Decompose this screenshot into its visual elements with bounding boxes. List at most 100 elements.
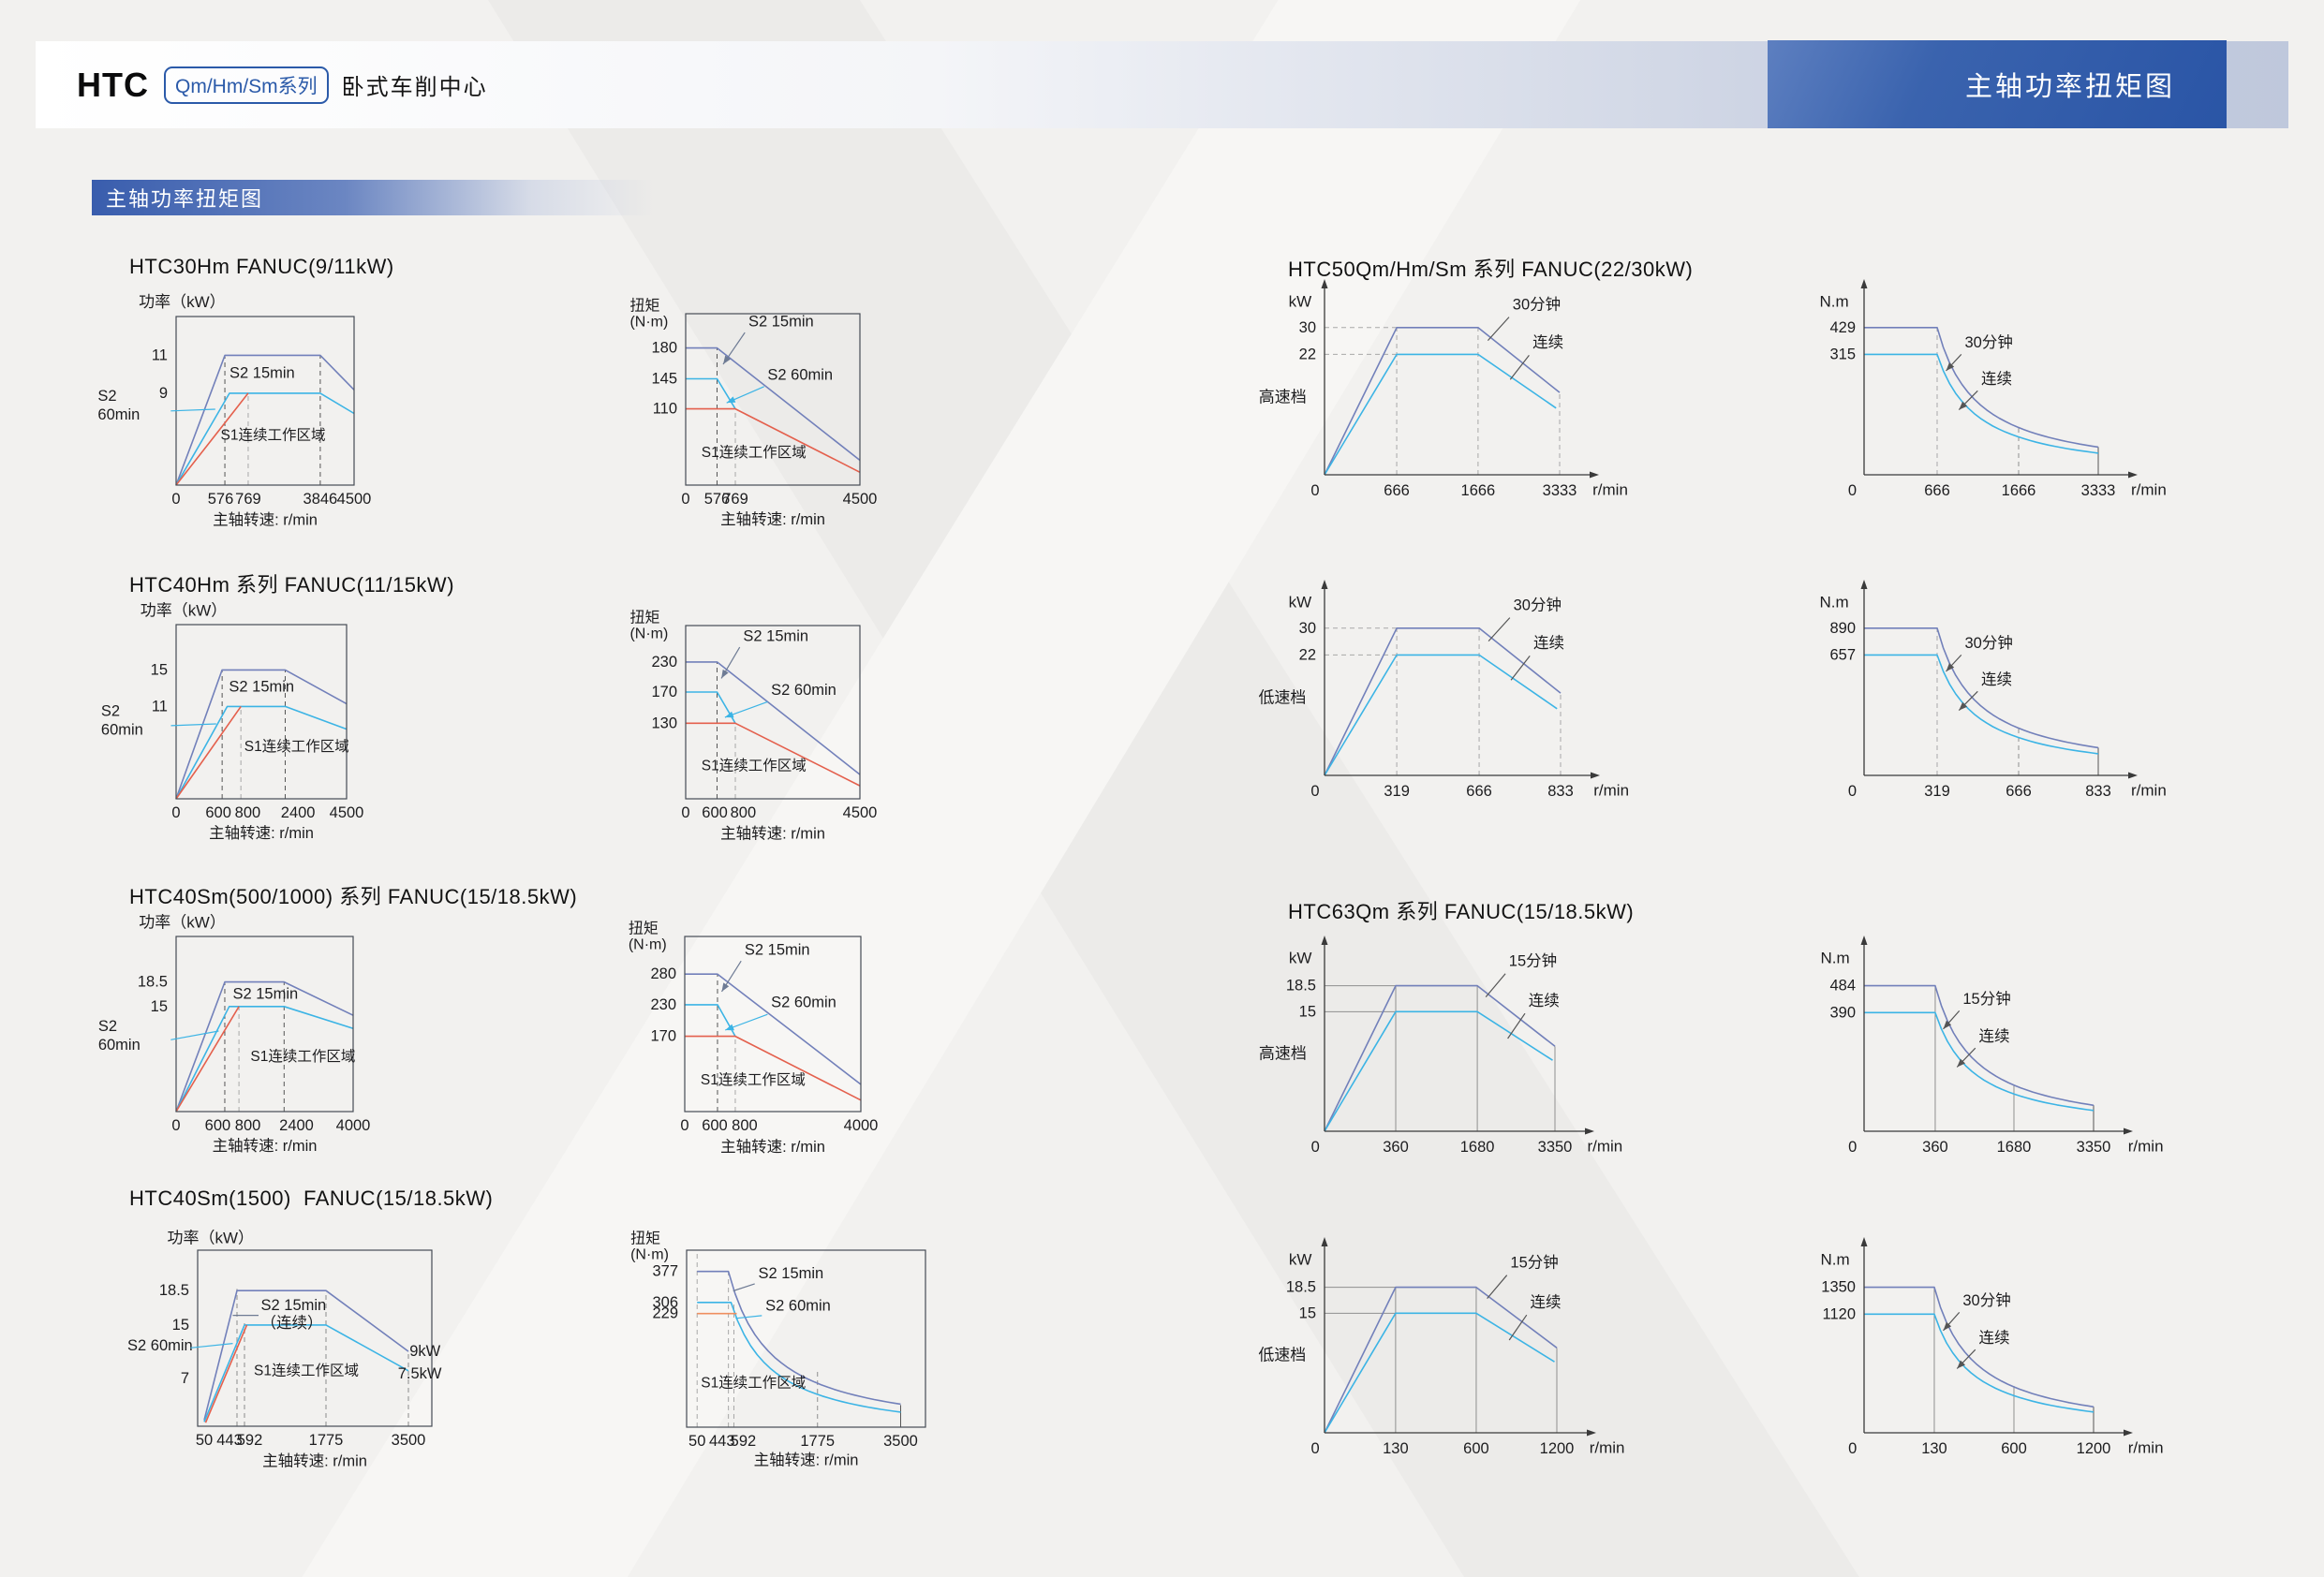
svg-text:连续: 连续 — [1981, 370, 2012, 388]
svg-text:443: 443 — [709, 1433, 735, 1450]
svg-text:主轴转速: r/min: 主轴转速: r/min — [262, 1452, 367, 1469]
svg-text:390: 390 — [1829, 1004, 1856, 1021]
page-subtitle: 卧式车削中心 — [341, 75, 488, 100]
svg-text:11: 11 — [152, 698, 168, 715]
svg-text:800: 800 — [732, 1117, 758, 1134]
svg-text:30分钟: 30分钟 — [1965, 634, 2013, 652]
svg-text:4500: 4500 — [843, 491, 878, 508]
svg-text:0: 0 — [1848, 1440, 1857, 1457]
svg-text:(N·m): (N·m) — [629, 626, 668, 641]
svg-text:0: 0 — [680, 1117, 688, 1134]
series-badge: Qm/Hm/Sm系列 — [164, 66, 329, 104]
svg-text:主轴转速: r/min: 主轴转速: r/min — [209, 824, 314, 842]
svg-text:890: 890 — [1829, 620, 1856, 637]
svg-text:170: 170 — [650, 1028, 676, 1045]
svg-text:833: 833 — [2085, 783, 2111, 800]
svg-text:S2 60min: S2 60min — [771, 995, 836, 1011]
corner-label: 主轴功率扭矩图 — [1768, 40, 2227, 128]
svg-text:高速档: 高速档 — [1259, 1044, 1307, 1062]
htc40sm500-power: 0 600 800 2400 4000 18.5 15 功率（kW） 主轴转速: r/min S2… — [98, 914, 371, 1155]
svg-text:22: 22 — [1299, 346, 1316, 362]
svg-text:315: 315 — [1829, 346, 1856, 362]
svg-text:扭矩: 扭矩 — [629, 609, 659, 626]
svg-text:592: 592 — [731, 1433, 757, 1450]
svg-text:S2 60min: S2 60min — [771, 682, 836, 699]
svg-text:1775: 1775 — [309, 1432, 344, 1449]
svg-text:(N·m): (N·m) — [629, 936, 667, 952]
svg-text:r/min: r/min — [2128, 1438, 2164, 1456]
svg-text:15: 15 — [1299, 1003, 1316, 1020]
svg-text:229: 229 — [652, 1305, 678, 1322]
svg-text:600: 600 — [205, 804, 231, 821]
svg-text:1680: 1680 — [1997, 1139, 2032, 1156]
svg-text:连续: 连续 — [1532, 333, 1563, 351]
svg-text:S2 15min: S2 15min — [261, 1297, 327, 1314]
svg-text:连续: 连续 — [1533, 634, 1564, 652]
svg-text:11: 11 — [152, 346, 168, 363]
svg-text:主轴转速: r/min: 主轴转速: r/min — [720, 1138, 825, 1156]
svg-text:N.m: N.m — [1820, 594, 1849, 612]
svg-text:2400: 2400 — [281, 804, 316, 821]
svg-text:60min: 60min — [98, 1037, 141, 1054]
svg-text:0: 0 — [681, 804, 689, 821]
svg-text:kW: kW — [1289, 1251, 1312, 1269]
svg-text:4000: 4000 — [844, 1117, 879, 1134]
svg-text:N.m: N.m — [1820, 1251, 1849, 1269]
svg-text:kW: kW — [1289, 950, 1312, 967]
svg-text:60min: 60min — [101, 722, 143, 739]
svg-text:7.5kW: 7.5kW — [398, 1365, 442, 1382]
chart-group-title: HTC63Qm 系列 FANUC(15/18.5kW) — [1288, 900, 1635, 923]
svg-text:800: 800 — [235, 1117, 261, 1134]
svg-text:600: 600 — [1463, 1440, 1489, 1457]
svg-text:592: 592 — [237, 1432, 263, 1449]
svg-text:280: 280 — [650, 965, 676, 982]
svg-text:S2 15min: S2 15min — [229, 365, 295, 382]
svg-text:功率（kW）: 功率（kW） — [168, 1229, 255, 1246]
svg-text:S2 15min: S2 15min — [745, 942, 810, 959]
svg-text:30分钟: 30分钟 — [1513, 295, 1561, 313]
svg-text:230: 230 — [650, 996, 676, 1013]
svg-text:18.5: 18.5 — [1286, 1279, 1316, 1296]
svg-text:360: 360 — [1383, 1139, 1409, 1156]
svg-text:高速档: 高速档 — [1259, 388, 1307, 405]
svg-text:800: 800 — [235, 804, 261, 821]
svg-text:110: 110 — [653, 401, 677, 418]
svg-text:319: 319 — [1384, 783, 1410, 800]
svg-text:0: 0 — [171, 804, 180, 821]
svg-text:r/min: r/min — [2131, 781, 2167, 799]
svg-text:1666: 1666 — [2002, 482, 2036, 499]
svg-text:S1连续工作区域: S1连续工作区域 — [701, 1374, 806, 1391]
svg-text:1120: 1120 — [1823, 1305, 1856, 1322]
svg-text:360: 360 — [1922, 1139, 1948, 1156]
svg-text:主轴转速: r/min: 主轴转速: r/min — [754, 1452, 859, 1469]
svg-text:600: 600 — [205, 1117, 231, 1134]
htc30hm-power: 0 576 769 3846 4500 11 9 功率（kW） 主轴转速: r/min S2 15… — [97, 293, 371, 528]
svg-text:7: 7 — [181, 1370, 189, 1387]
svg-text:130: 130 — [651, 715, 677, 731]
svg-text:2400: 2400 — [279, 1117, 314, 1134]
svg-text:S1连续工作区域: S1连续工作区域 — [702, 444, 807, 461]
svg-text:429: 429 — [1829, 319, 1856, 336]
svg-text:769: 769 — [235, 491, 261, 508]
svg-text:666: 666 — [1466, 783, 1492, 800]
svg-text:连续: 连续 — [1529, 992, 1560, 1010]
svg-text:0: 0 — [1848, 1139, 1857, 1156]
svg-text:S2 60min: S2 60min — [127, 1337, 193, 1354]
chart-group-title: HTC40Sm(1500) FANUC(15/18.5kW) — [129, 1186, 494, 1210]
svg-text:18.5: 18.5 — [138, 974, 168, 991]
svg-text:扭矩: 扭矩 — [630, 1230, 660, 1246]
svg-text:9kW: 9kW — [409, 1343, 440, 1360]
svg-text:(N·m): (N·m) — [629, 314, 668, 330]
svg-text:0: 0 — [171, 491, 180, 508]
svg-text:S1连续工作区域: S1连续工作区域 — [221, 426, 326, 443]
svg-text:4500: 4500 — [330, 804, 364, 821]
svg-text:9: 9 — [159, 385, 168, 402]
